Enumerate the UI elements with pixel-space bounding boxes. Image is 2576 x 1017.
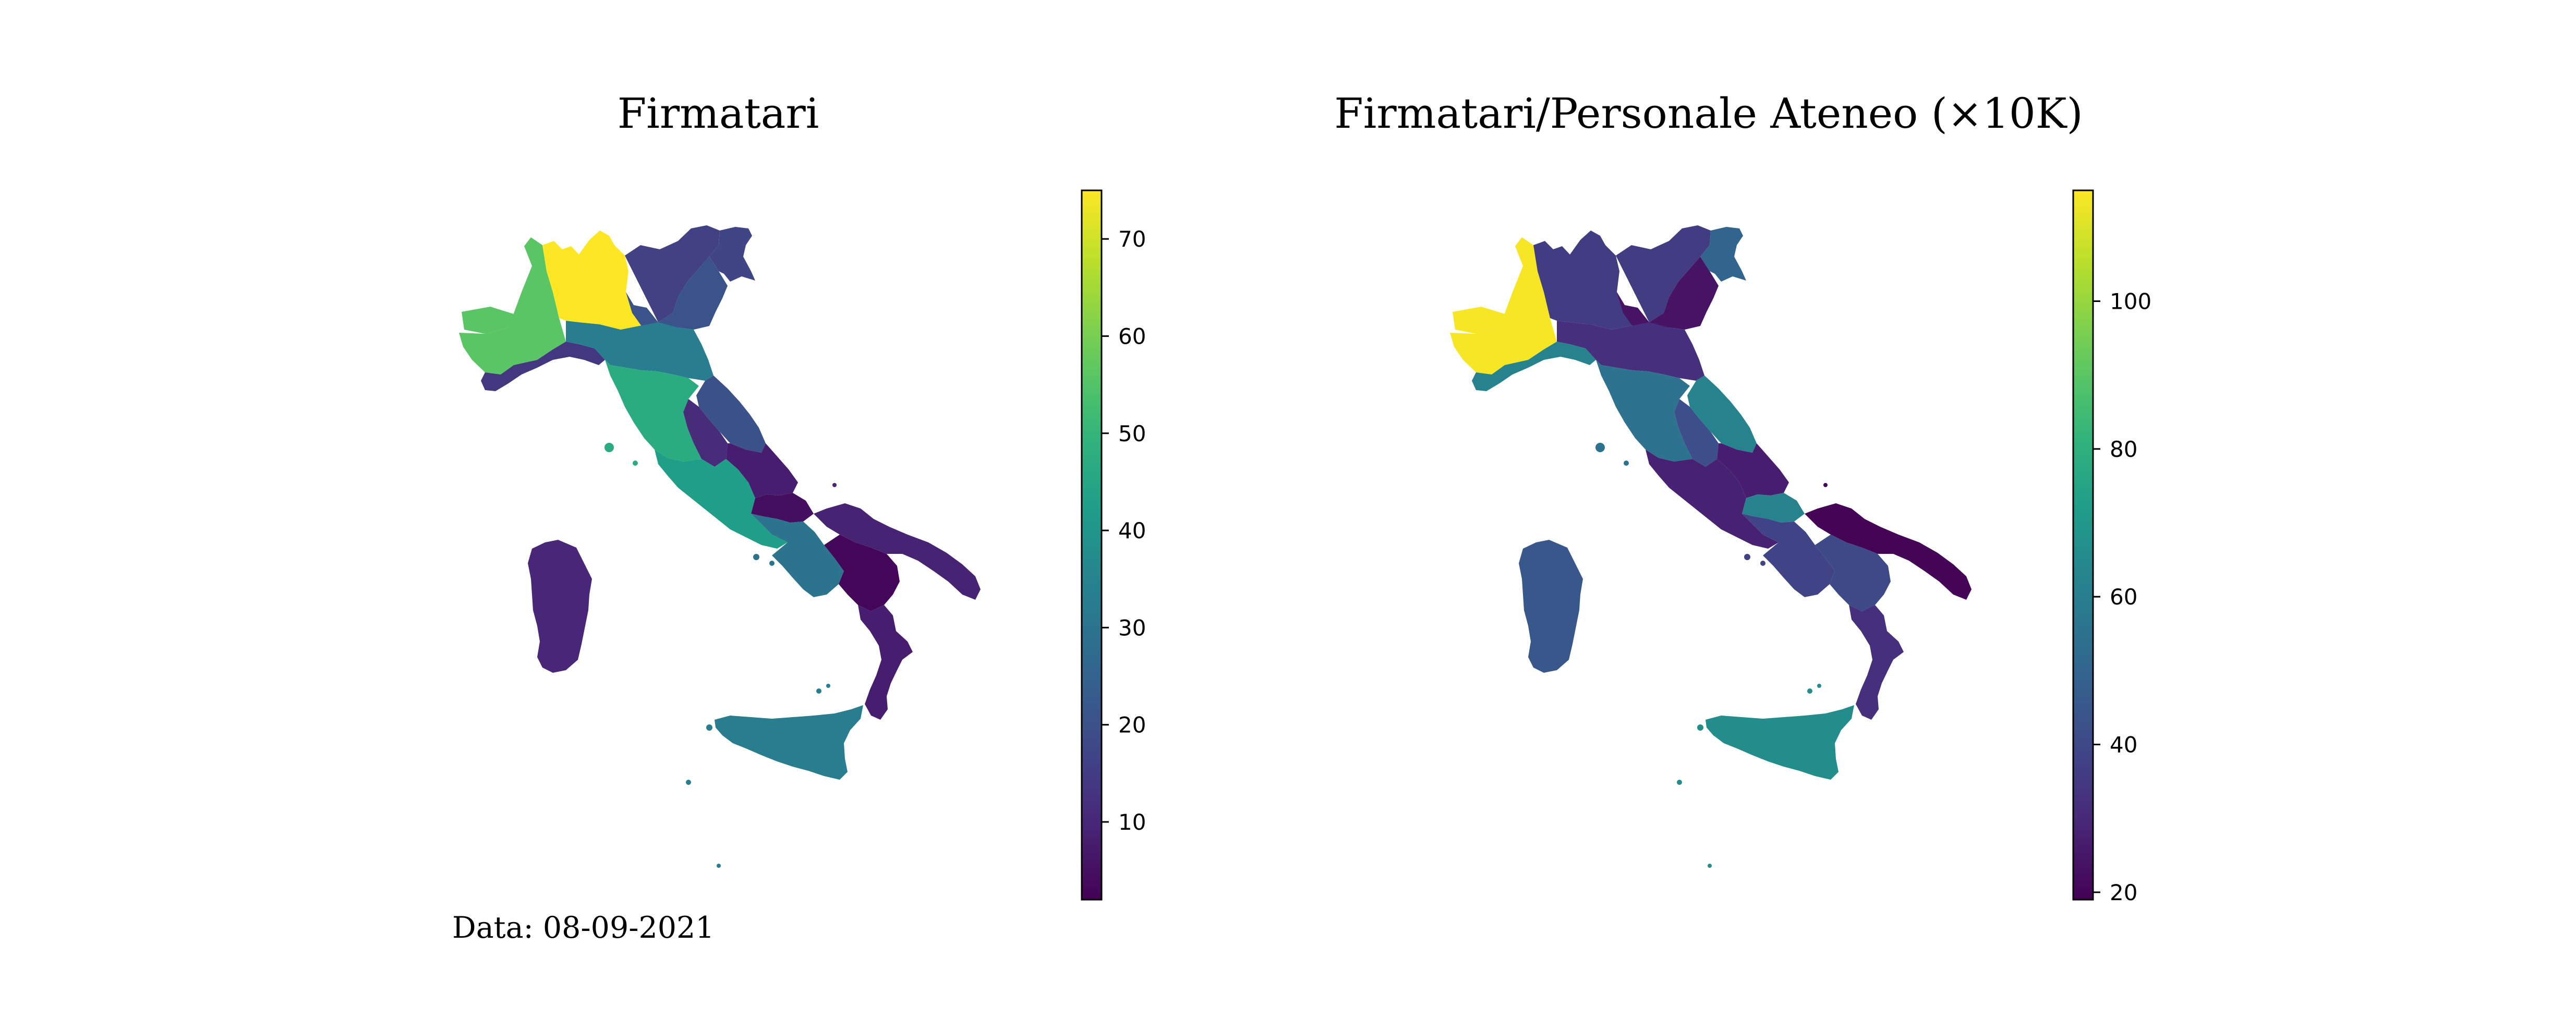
ischia-island	[1744, 554, 1750, 560]
region-friuli-venezia-giulia	[709, 227, 755, 282]
region-veneto	[1617, 257, 1719, 330]
region-calabria	[858, 605, 913, 720]
region-molise	[751, 493, 814, 523]
region-lombardia	[1533, 231, 1649, 330]
region-sardegna	[528, 540, 592, 673]
colorbar-tick-label: 30	[1118, 615, 1146, 640]
region-piemonte	[459, 237, 566, 374]
colorbar-tick-label: 40	[2110, 732, 2137, 758]
region-marche	[696, 376, 766, 453]
pantelleria-island	[686, 780, 691, 785]
colorbar-tick-label: 20	[1118, 712, 1146, 738]
region-toscana	[605, 360, 702, 462]
giglio-island	[633, 461, 638, 466]
region-campania	[751, 514, 844, 597]
aeolian-island	[1817, 684, 1821, 688]
giglio-island	[1624, 461, 1629, 466]
capri-island	[769, 561, 775, 566]
region-basilicata	[1815, 535, 1891, 611]
italy-map	[459, 225, 981, 868]
ischia-island	[753, 554, 759, 560]
region-abruzzo	[726, 443, 798, 498]
colorbar-tick-label: 40	[1118, 518, 1146, 543]
elba-island	[604, 443, 614, 452]
lampedusa-island	[717, 864, 721, 868]
egadi-island	[1697, 724, 1703, 731]
region-liguria	[1472, 342, 1596, 391]
map-panel-firmatari: Firmatari 10 20 30 40 50 60 70 Data: 08-09-202…	[452, 89, 1146, 945]
chart-title: Firmatari	[618, 89, 819, 138]
tremiti-island	[832, 483, 837, 487]
aeolian-island	[826, 684, 830, 688]
region-umbria	[1674, 399, 1719, 467]
region-emilia-romagna	[1557, 321, 1704, 381]
region-lombardia	[542, 231, 658, 330]
colorbar-tick-label: 20	[2110, 880, 2137, 905]
colorbar-gradient	[2072, 189, 2094, 901]
date-note: Data: 08-09-2021	[452, 911, 715, 945]
pantelleria-island	[1677, 780, 1682, 785]
region-lazio	[1646, 450, 1779, 549]
region-sicilia	[1706, 705, 1854, 780]
colorbar-tick-label: 10	[1118, 809, 1146, 835]
region-abruzzo	[1717, 443, 1789, 498]
egadi-island	[706, 724, 712, 731]
colorbar-tick-label: 50	[1118, 421, 1146, 446]
region-molise	[1742, 493, 1805, 523]
italy-map	[1450, 225, 1972, 868]
region-trentino-alto-adige	[1616, 225, 1711, 322]
region-puglia	[814, 503, 981, 600]
aeolian-island	[816, 688, 821, 694]
aeolian-island	[1807, 688, 1812, 694]
colorbar: 10 20 30 40 50 60 70	[1081, 189, 1146, 901]
region-puglia	[1805, 503, 1972, 600]
colorbar-tick-label: 60	[1118, 323, 1146, 349]
region-liguria	[481, 342, 605, 391]
colorbar: 20 40 60 80 100	[2072, 189, 2151, 905]
lampedusa-island	[1708, 864, 1712, 868]
region-piemonte	[1450, 237, 1557, 374]
capri-island	[1760, 561, 1765, 566]
colorbar-tick-label: 70	[1118, 226, 1146, 252]
region-lazio	[655, 450, 788, 549]
region-basilicata	[824, 535, 900, 611]
tremiti-island	[1823, 483, 1828, 487]
colorbar-tick-label: 60	[2110, 584, 2137, 610]
region-marche	[1687, 376, 1757, 453]
map-panel-firmatari-per-personale: Firmatari/Personale Ateneo (×10K) 20 40 60…	[1334, 89, 2151, 905]
region-veneto	[626, 257, 728, 330]
region-campania	[1742, 514, 1835, 597]
region-sicilia	[715, 705, 863, 780]
region-valle-d-aosta	[462, 307, 514, 334]
region-umbria	[683, 399, 728, 467]
chart-title: Firmatari/Personale Ateneo (×10K)	[1334, 89, 2083, 138]
colorbar-tick-label: 80	[2110, 437, 2137, 462]
region-sardegna	[1519, 540, 1583, 673]
colorbar-tick-label: 100	[2110, 289, 2151, 314]
colorbar-gradient	[1081, 189, 1103, 901]
region-valle-d-aosta	[1453, 307, 1505, 334]
region-calabria	[1849, 605, 1904, 720]
region-emilia-romagna	[566, 321, 713, 381]
elba-island	[1595, 443, 1605, 452]
region-toscana	[1596, 360, 1692, 462]
region-friuli-venezia-giulia	[1700, 227, 1746, 282]
region-trentino-alto-adige	[625, 225, 720, 322]
